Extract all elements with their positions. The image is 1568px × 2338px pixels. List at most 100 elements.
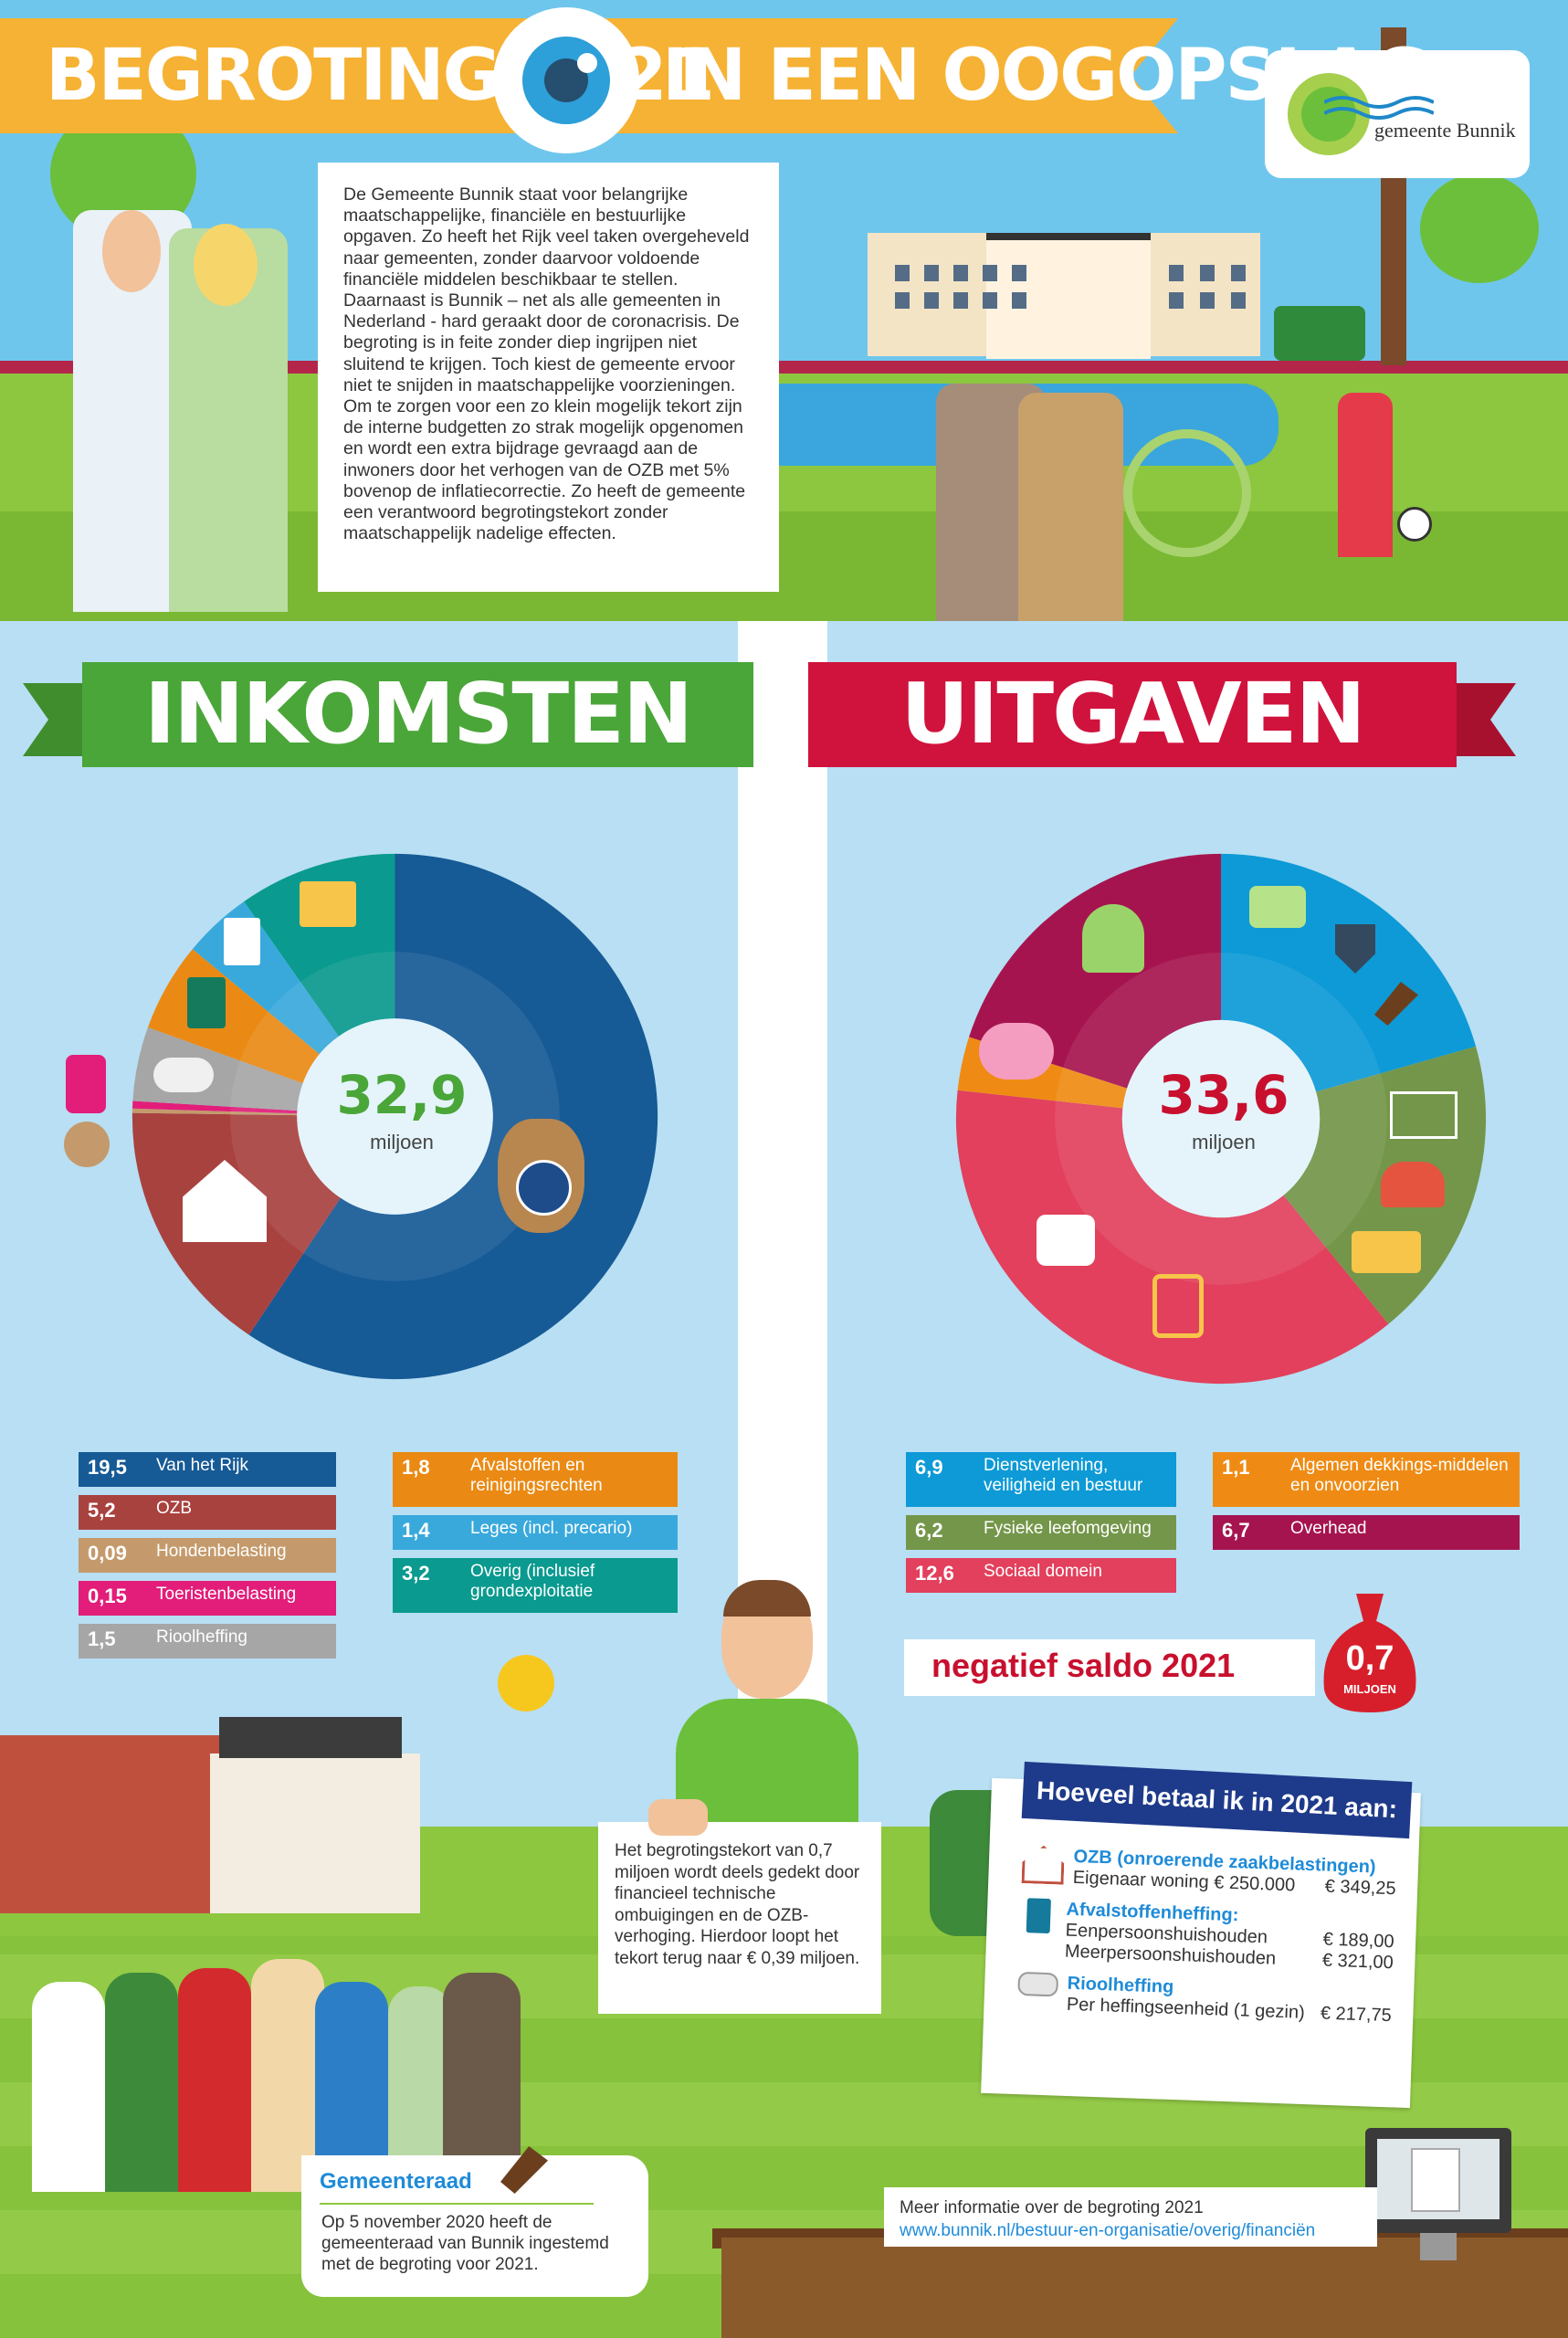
eye-highlight <box>577 53 597 73</box>
gemeenteraad-box <box>301 2155 648 2297</box>
divider-line <box>320 2203 594 2205</box>
legend-label: Leges (incl. precario) <box>470 1519 633 1538</box>
donut-slice <box>244 853 395 1037</box>
person-football-player-illustration <box>1338 393 1393 557</box>
folder-icon <box>300 881 356 927</box>
legend-label: OZB <box>156 1499 193 1518</box>
tractor-icon <box>1274 306 1365 361</box>
saldo-label-box <box>904 1639 1315 1696</box>
logo-waves-icon <box>1324 96 1434 120</box>
donut-slice <box>132 1101 298 1114</box>
legend-value: 5,2 <box>88 1499 116 1522</box>
house-icon <box>1022 1845 1065 1885</box>
legend-value: 6,7 <box>1222 1519 1250 1542</box>
uitgaven-total: 33,6 <box>1158 1064 1289 1126</box>
uitgaven-title: UITGAVEN <box>900 665 1365 763</box>
donut-slice <box>955 1090 1389 1385</box>
town-hall-entrance <box>986 233 1151 359</box>
legend-label: Hondenbelasting <box>156 1542 287 1561</box>
uitgaven-unit: miljoen <box>1192 1131 1256 1153</box>
chat-bubbles-icon <box>1249 886 1306 928</box>
person-hand <box>648 1799 708 1836</box>
legend-label: Van het Rijk <box>156 1456 249 1475</box>
rijk-emblem-icon <box>516 1160 572 1216</box>
legend-label: Fysieke leefomgeving <box>984 1519 1152 1538</box>
document-icon <box>1411 2148 1460 2212</box>
legend-item: 19,5 Van het Rijk <box>79 1452 336 1487</box>
info-label: Meer informatie over de begroting 2021 <box>900 2198 1204 2217</box>
legend-item: 6,9 Dienstverlening, veiligheid en bestuu… <box>906 1452 1176 1507</box>
legend-label: Toeristenbelasting <box>156 1585 297 1604</box>
dog-icon <box>64 1122 110 1167</box>
legend-label: Sociaal domein <box>984 1562 1102 1581</box>
walker-icon <box>1152 1274 1204 1338</box>
pipe-icon <box>1017 1971 1059 1997</box>
intro-text-box: De Gemeente Bunnik staat voor belangrijk… <box>318 163 779 592</box>
legend-value: 1,4 <box>402 1519 430 1542</box>
legend-value: 3,2 <box>402 1562 430 1585</box>
suitcase-icon <box>66 1055 106 1113</box>
legend-label: Overhead <box>1290 1519 1367 1538</box>
legend-item: 3,2 Overig (inclusief grondexploitatie <box>393 1558 678 1613</box>
legend-label: Overig (inclusief grondexploitatie <box>470 1562 595 1601</box>
house-building-illustration <box>210 1754 420 1913</box>
betaal-row-amount: € 189,00 <box>1322 1929 1394 1953</box>
legend-value: 6,9 <box>915 1456 943 1479</box>
wheelchair-icon <box>1123 429 1251 557</box>
betaal-list: OZB (onroerende zaakbelastingen) Eigenaa… <box>1017 1845 1397 2027</box>
tree-icon <box>1420 174 1539 283</box>
legend-value: 0,09 <box>88 1542 127 1564</box>
pipe-icon <box>153 1058 214 1092</box>
call-center-agent-icon <box>1082 904 1144 973</box>
legend-value: 0,15 <box>88 1585 127 1607</box>
legend-item: 0,09 Hondenbelasting <box>79 1538 336 1573</box>
info-box <box>884 2187 1377 2247</box>
building-windows <box>1169 265 1255 309</box>
sun-icon <box>498 1655 554 1711</box>
house-building-illustration <box>0 1735 219 1913</box>
donut-center <box>1121 1019 1321 1218</box>
first-aid-kit-icon <box>1037 1215 1095 1266</box>
betaal-row-amount: € 321,00 <box>1321 1950 1394 1974</box>
legend-item: 6,7 Overhead <box>1213 1515 1520 1550</box>
person-face <box>102 210 161 292</box>
legend-label: Rioolheffing <box>156 1627 248 1647</box>
legend-label: Afvalstoffen en reinigingsrechten <box>470 1456 603 1495</box>
gemeenteraad-text: Op 5 november 2020 heeft de gemeenteraad… <box>321 2213 609 2274</box>
inkomsten-donut-chart <box>132 853 658 1380</box>
legend-item: 1,8 Afvalstoffen en reinigingsrechten <box>393 1452 678 1507</box>
inkomsten-title: INKOMSTEN <box>143 665 693 763</box>
piggy-bank-icon <box>979 1023 1054 1079</box>
legend-value: 1,5 <box>88 1627 116 1650</box>
legend-item: 0,15 Toeristenbelasting <box>79 1581 336 1616</box>
football-field-icon <box>1390 1091 1458 1139</box>
legend-value: 19,5 <box>88 1456 127 1479</box>
legend-item: 1,5 Rioolheffing <box>79 1624 336 1659</box>
garbage-bin-icon <box>1026 1898 1051 1934</box>
legend-value: 6,2 <box>915 1519 943 1542</box>
house-roof <box>219 1717 402 1758</box>
legend-item: 6,2 Fysieke leefomgeving <box>906 1515 1176 1550</box>
document-icon <box>224 918 260 965</box>
logo-mark-inner <box>1301 87 1356 142</box>
legend-item: 5,2 OZB <box>79 1495 336 1530</box>
betaal-row-amount: € 217,75 <box>1320 2003 1393 2027</box>
donut-center <box>297 1018 493 1215</box>
monitor-stand <box>1420 2233 1457 2260</box>
person-hair <box>194 224 258 306</box>
gemeenteraad-title: Gemeenteraad <box>320 2169 472 2194</box>
excavator-icon <box>1352 1231 1421 1273</box>
intro-paragraph: De Gemeente Bunnik staat voor belangrijk… <box>343 184 750 544</box>
legend-item: 12,6 Sociaal domein <box>906 1558 1176 1593</box>
info-link[interactable]: www.bunnik.nl/bestuur-en-organisatie/ove… <box>900 2221 1316 2240</box>
tekort-text-box: Het begrotingstekort van 0,7 miljoen wor… <box>598 1822 881 2014</box>
legend-label: Dienstverlening, veiligheid en bestuur <box>984 1456 1143 1495</box>
legend-item: 1,4 Leges (incl. precario) <box>393 1515 678 1550</box>
saldo-value: 0,7 <box>1345 1639 1394 1678</box>
inkomsten-total: 32,9 <box>336 1064 468 1126</box>
legend-item: 1,1 Algemen dekkings-middelen en onvoorzi… <box>1213 1452 1520 1507</box>
garbage-bin-icon <box>187 977 226 1028</box>
football-icon <box>1397 507 1432 542</box>
uitgaven-ribbon <box>808 662 1457 767</box>
legend-value: 12,6 <box>915 1562 954 1585</box>
